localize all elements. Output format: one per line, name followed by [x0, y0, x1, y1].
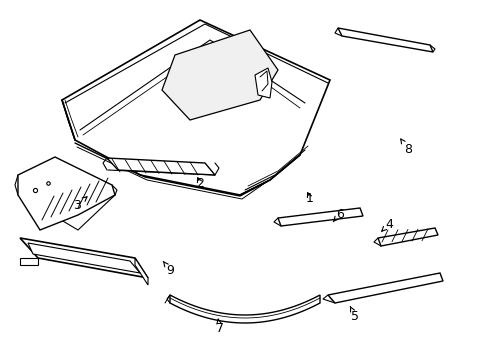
- Polygon shape: [107, 158, 215, 175]
- Polygon shape: [20, 258, 38, 265]
- Text: 1: 1: [305, 192, 313, 204]
- Polygon shape: [62, 20, 329, 195]
- Polygon shape: [278, 208, 362, 226]
- Text: 7: 7: [216, 319, 224, 336]
- Polygon shape: [337, 28, 432, 52]
- Polygon shape: [327, 273, 442, 303]
- Polygon shape: [20, 238, 148, 278]
- Polygon shape: [135, 258, 148, 285]
- Polygon shape: [377, 228, 437, 246]
- Text: 2: 2: [196, 176, 203, 189]
- Text: 6: 6: [333, 207, 343, 222]
- Polygon shape: [162, 30, 278, 120]
- Polygon shape: [254, 68, 271, 98]
- Text: 9: 9: [163, 261, 174, 276]
- Text: 8: 8: [400, 139, 411, 156]
- Polygon shape: [18, 157, 115, 230]
- Text: 5: 5: [349, 307, 358, 323]
- Polygon shape: [28, 243, 140, 273]
- Polygon shape: [170, 295, 319, 323]
- Text: 4: 4: [381, 217, 392, 231]
- Text: 3: 3: [73, 197, 87, 212]
